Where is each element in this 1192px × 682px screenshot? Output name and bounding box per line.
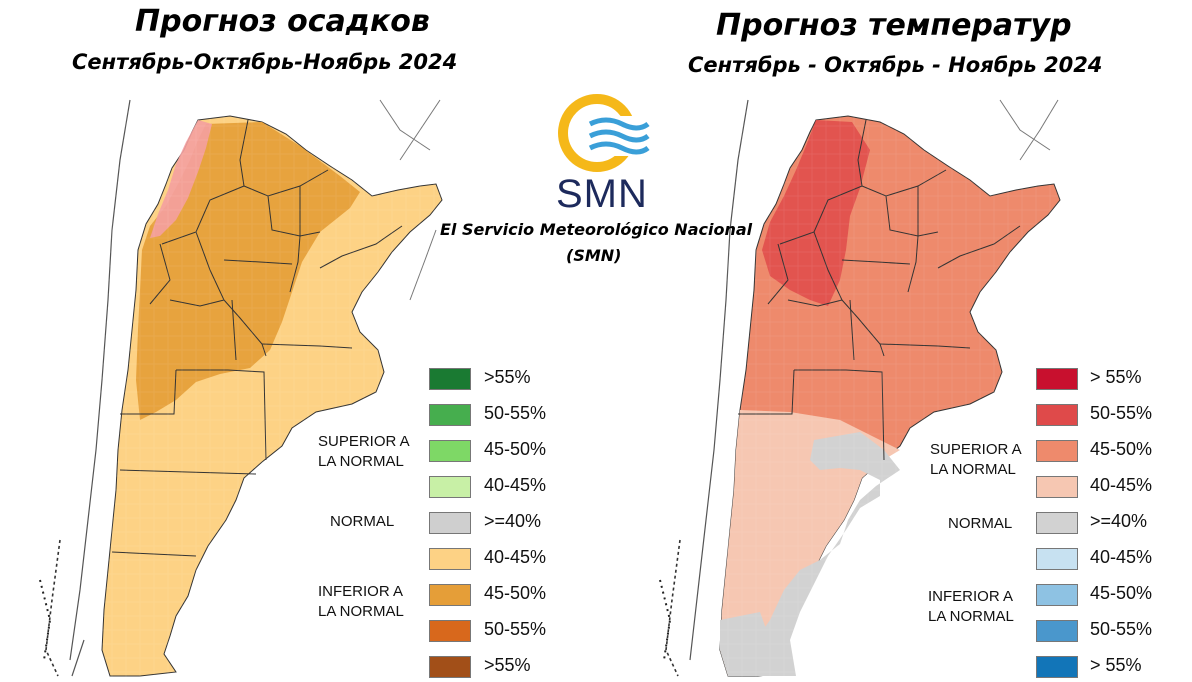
temp-legend-swatch-7 [1036,584,1078,606]
precip-legend-label-2: 50-55% [484,403,547,423]
temp-legend-swatch-4 [1036,476,1078,498]
precip-legend-swatch-3 [429,440,471,462]
precip-inferior-line1: INFERIOR A [318,583,404,600]
precip-legend-swatch-5 [429,512,471,534]
precip-map [39,99,450,680]
temp-legend-label-5: >=40% [1090,511,1148,531]
precip-title: Прогноз осадков [135,4,430,39]
precip-legend-label-5: >=40% [484,511,542,531]
precip-legend-swatch-7 [429,584,471,606]
precip-legend-label-1: >55% [484,367,531,387]
temp-inferior-line2: LA NORMAL [928,608,1014,625]
temp-legend-label-6: 40-45% [1090,547,1153,567]
temp-legend-label-4: 40-45% [1090,475,1153,495]
smn-org-abbr: (SMN) [566,246,622,265]
precip-legend-label-9: >55% [484,655,531,675]
temp-legend-superior: SUPERIOR A LA NORMAL [930,440,1022,480]
precip-subtitle: Сентябрь-Октябрь-Ноябрь 2024 [72,50,458,74]
smn-logo [558,94,650,172]
temp-title: Прогноз температур [716,8,1072,43]
precip-legend-label-6: 40-45% [484,547,547,567]
temp-legend-swatch-8 [1036,620,1078,642]
temp-legend-swatch-5 [1036,512,1078,534]
temp-legend-swatch-2 [1036,404,1078,426]
temp-legend-swatch-3 [1036,440,1078,462]
precip-legend-label-4: 40-45% [484,475,547,495]
temp-legend-label-3: 45-50% [1090,439,1153,459]
precip-legend-swatch-1 [429,368,471,390]
temp-superior-line2: LA NORMAL [930,461,1016,478]
precip-legend-swatch-6 [429,548,471,570]
precip-superior-line2: LA NORMAL [318,453,404,470]
smn-logo-word: SMN [556,172,648,216]
precip-legend-swatch-2 [429,404,471,426]
precip-superior-line1: SUPERIOR A [318,433,410,450]
temp-legend-label-8: 50-55% [1090,619,1153,639]
temp-legend-swatch-9 [1036,656,1078,678]
precip-legend-swatch-8 [429,620,471,642]
temp-legend-label-1: > 55% [1090,367,1142,387]
precip-inferior-line2: LA NORMAL [318,603,404,620]
precip-legend-label-7: 45-50% [484,583,547,603]
precip-legend-label-8: 50-55% [484,619,547,639]
precip-legend-label-3: 45-50% [484,439,547,459]
temp-map [659,99,1068,680]
temp-legend-label-2: 50-55% [1090,403,1153,423]
temp-superior-line1: SUPERIOR A [930,441,1022,458]
temp-legend-inferior: INFERIOR A LA NORMAL [928,587,1014,627]
temp-subtitle: Сентябрь - Октябрь - Ноябрь 2024 [688,53,1103,77]
temp-legend-swatch-6 [1036,548,1078,570]
temp-legend-label-9: > 55% [1090,655,1142,675]
temp-legend-label-7: 45-50% [1090,583,1153,603]
precip-legend-normal: NORMAL [330,513,395,530]
precip-legend-superior: SUPERIOR A LA NORMAL [318,432,410,472]
precip-legend-swatch-9 [429,656,471,678]
precip-legend-swatch-4 [429,476,471,498]
temp-legend-swatch-1 [1036,368,1078,390]
smn-org-name: El Servicio Meteorológico Nacional [440,220,753,239]
precip-legend-inferior: INFERIOR A LA NORMAL [318,582,404,622]
temp-legend-normal: NORMAL [948,515,1013,532]
temp-inferior-line1: INFERIOR A [928,588,1014,605]
